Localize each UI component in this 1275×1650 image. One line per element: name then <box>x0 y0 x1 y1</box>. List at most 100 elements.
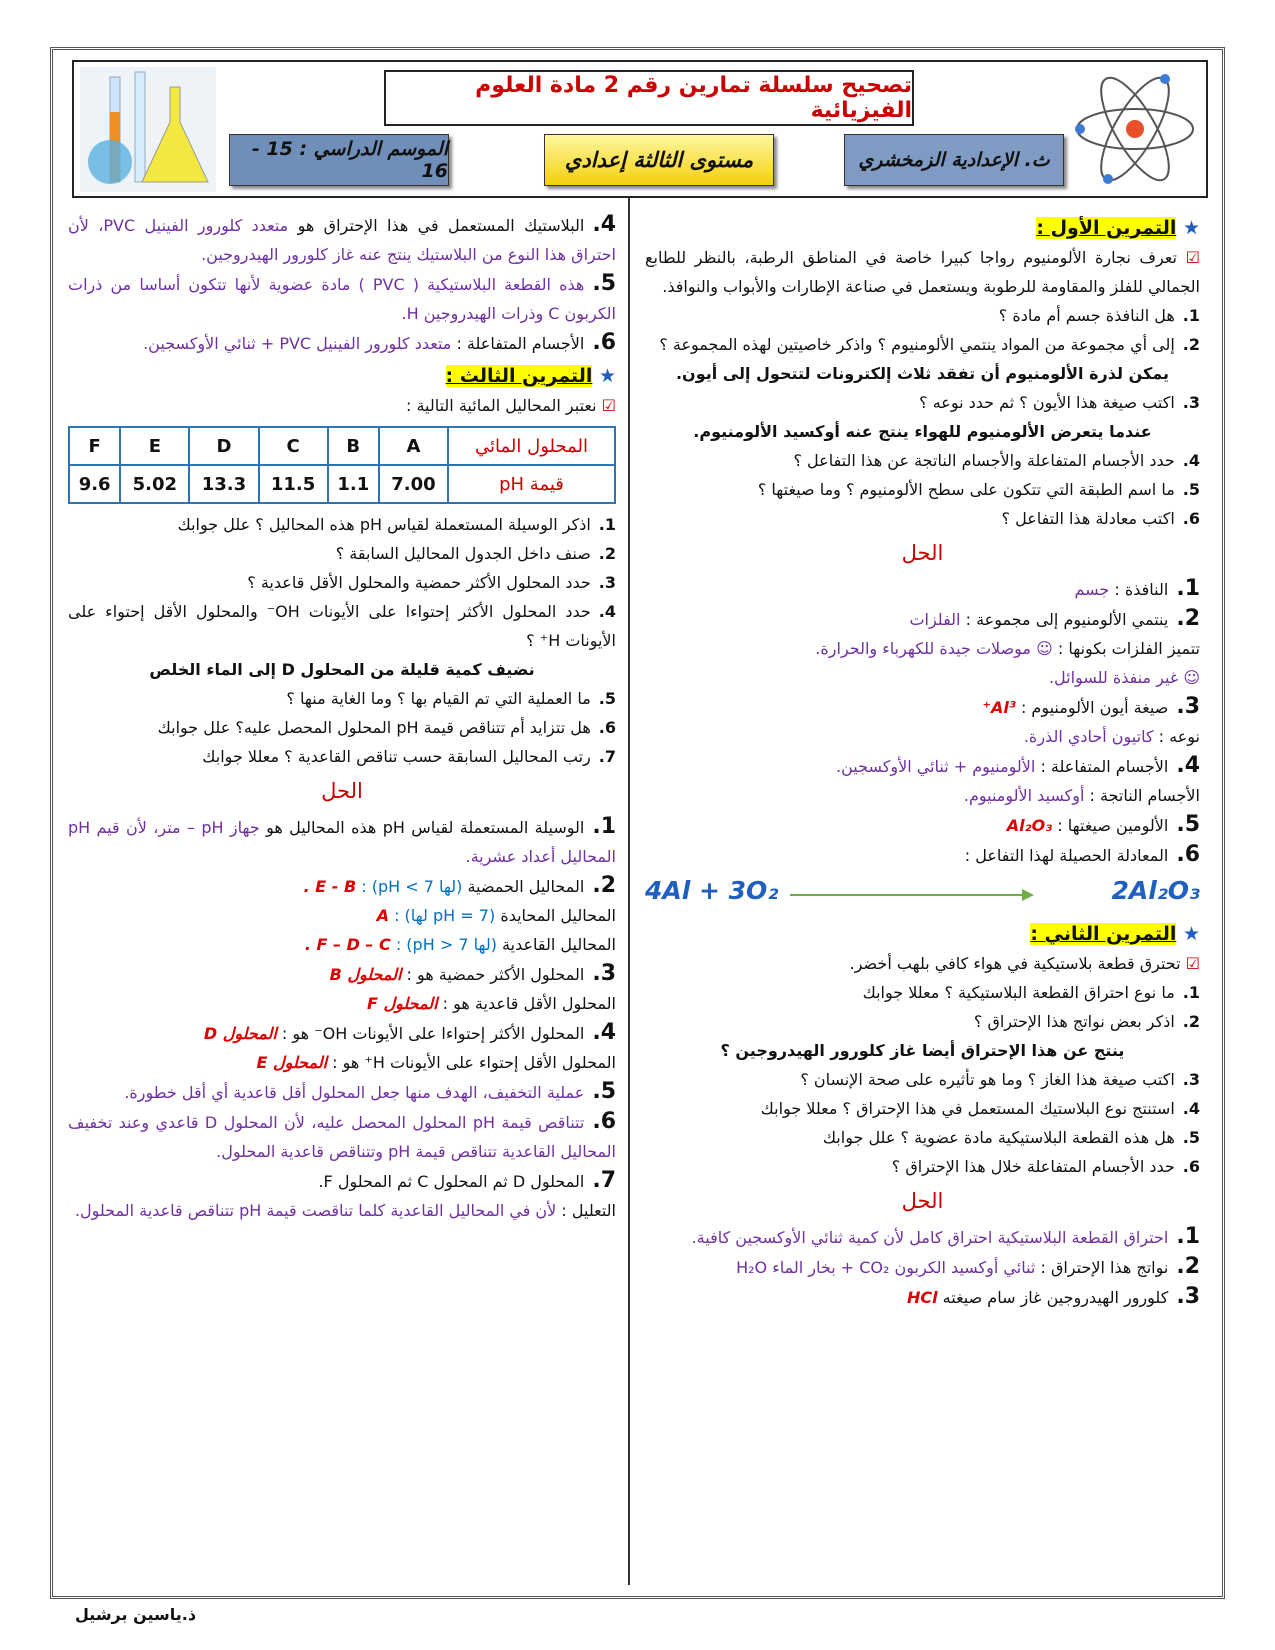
question: 6. هل تتزايد أم تتناقص قيمة pH المحلول ال… <box>68 713 616 742</box>
item-number: 5. <box>1182 480 1200 499</box>
reactants: 4Al + 3O₂ <box>645 876 779 905</box>
table-value-row: قيمة pH 7.00 1.1 11.5 13.3 5.02 9.6 <box>68 464 616 504</box>
answer: أوكسيد الألومنيوم. <box>963 786 1085 805</box>
note: عندما يتعرض الألومنيوم للهواء ينتج عنه أ… <box>693 422 1152 441</box>
item-number: 2. <box>1176 1254 1200 1279</box>
answer-line: 4.البلاستيك المستعمل في هذا الإحتراق هو … <box>68 210 616 269</box>
question: 2. إلى أي مجموعة من المواد ينتمي الألومني… <box>645 330 1200 359</box>
item-number: 5. <box>592 1079 616 1104</box>
intro: نعتبر المحاليل المائية التالية : <box>68 391 616 420</box>
answer-line: 5. الألومين صيغتها : Al₂O₃ <box>645 810 1200 840</box>
item-text: ما العملية التي تم القيام بها ؟ وما الغا… <box>286 689 591 708</box>
item-text: اكتب صيغة هذا الأيون ؟ ثم حدد نوعه ؟ <box>919 393 1175 412</box>
item-number: 2. <box>598 544 616 563</box>
item-text: حدد المحلول الأكثر إحتواءا على الأيونات … <box>68 602 616 650</box>
note: ينتج عن هذا الإحتراق أيضا غاز كلورور اله… <box>720 1041 1125 1060</box>
item-number: 7. <box>598 747 616 766</box>
formula: المحلول B <box>329 965 402 984</box>
school-name: ث. الإعدادية الزمخشري <box>844 134 1064 186</box>
answer-line: 5. عملية التخفيف، الهدف منها جعل المحلول … <box>68 1077 616 1107</box>
class-level: مستوى الثالثة إعدادي <box>544 134 774 186</box>
answer-line: المحاليل المحايدة (pH = 7 لها) : A <box>68 901 616 930</box>
ph-value: 5.02 <box>119 464 191 504</box>
intro: تحترق قطعة بلاستيكية في هواء كافي بلهب أ… <box>645 949 1200 978</box>
item-text: ما نوع احتراق القطعة البلاستيكية ؟ معللا… <box>862 983 1175 1002</box>
answer-line: نوعه : كاتيون أحادي الذرة. <box>645 722 1200 751</box>
question: 1. هل النافذة جسم أم مادة ؟ <box>645 301 1200 330</box>
item-number: 5. <box>1182 1128 1200 1147</box>
answer-line: التعليل : لأن في المحاليل القاعدية كلما … <box>68 1196 616 1225</box>
answer: جهاز pH – متر، لأن قيم pH المحاليل أعداد… <box>68 818 616 866</box>
answer-line: 1. الوسيلة المستعملة لقياس pH هذه المحالي… <box>68 812 616 871</box>
item-text: إلى أي مجموعة من المواد ينتمي الألومنيوم… <box>659 335 1175 354</box>
item-number: 3. <box>598 573 616 592</box>
answer: ☺ غير منفذة للسوائل. <box>1048 668 1200 687</box>
solution-title: الحل <box>901 541 944 565</box>
answer-line: 6. الأجسام المتفاعلة : متعدد كلورور الفين… <box>68 328 616 358</box>
item-number: 7. <box>592 1168 616 1193</box>
item-number: 1. <box>1182 306 1200 325</box>
solution-name: C <box>257 426 329 466</box>
column-divider <box>628 198 630 1585</box>
item-text: هل تتزايد أم تتناقص قيمة pH المحلول المح… <box>157 718 591 737</box>
answer-line: المحاليل القاعدية (لها pH > 7) : F – D –… <box>68 930 616 959</box>
item-number: 4. <box>592 1020 616 1045</box>
item-number: 4. <box>598 602 616 621</box>
item-text: صيغة أيون الألومنيوم : <box>1020 698 1169 717</box>
question: 6. حدد الأجسام المتفاعلة خلال هذا الإحترا… <box>645 1152 1200 1181</box>
ph-table: المحلول المائي A B C D E F قيمة pH 7.00 1.1 11.5 13… <box>68 426 616 504</box>
item-number: 4. <box>1182 451 1200 470</box>
ph-value: 9.6 <box>68 464 122 504</box>
item-number: 3. <box>1176 1284 1200 1309</box>
item-number: 2. <box>1176 606 1200 631</box>
answer: لأن في المحاليل القاعدية كلما تناقصت قيم… <box>74 1201 557 1220</box>
answer-line: 3. كلورور الهيدروجين غاز سام صيغته HCl <box>645 1282 1200 1312</box>
formula: E - B . <box>303 877 357 896</box>
item-text: الأجسام الناتجة : <box>1089 786 1200 805</box>
item-text: نواتج هذا الإحتراق : <box>1040 1258 1169 1277</box>
answer: ☺ موصلات جيدة للكهرباء والحرارة. <box>815 639 1053 658</box>
item-number: 2. <box>592 873 616 898</box>
school-year: الموسم الدراسي : 15 - 16 <box>229 134 449 186</box>
condition: (لها pH < 7) : <box>361 877 463 896</box>
heading-text: التمرين الأول : <box>1036 217 1177 239</box>
question: 5. هل هذه القطعة البلاستيكية مادة عضوية ؟… <box>645 1123 1200 1152</box>
item-text: المحلول الأقل إحتواء على الأيونات H⁺ هو … <box>332 1053 616 1072</box>
question: 2. اذكر بعض نواتج هذا الإحتراق ؟ <box>645 1007 1200 1036</box>
equation: 4Al + 3O₂ 2Al₂O₃ <box>645 870 1200 916</box>
answer-line: تتميز الفلزات بكونها : ☺ موصلات جيدة للك… <box>645 634 1200 663</box>
item-number: 3. <box>1176 694 1200 719</box>
item-number: 5. <box>598 689 616 708</box>
header: تصحيح سلسلة تمارين رقم 2 مادة العلوم الف… <box>72 60 1208 198</box>
item-number: 2. <box>1182 1012 1200 1031</box>
item-text: المحلول D ثم المحلول C ثم المحلول F. <box>318 1172 585 1191</box>
answer: الفلزات <box>909 610 961 629</box>
formula: Al³⁺ <box>982 698 1016 717</box>
solution-name: E <box>119 426 191 466</box>
answer: الألومنيوم + ثنائي الأوكسجين. <box>836 757 1036 776</box>
question: 4.حدد المحلول الأكثر إحتواءا على الأيونا… <box>68 597 616 655</box>
reaction-arrow <box>790 889 1034 901</box>
item-text: هل النافذة جسم أم مادة ؟ <box>998 306 1175 325</box>
item-text: الأجسام المتفاعلة : <box>456 334 585 353</box>
answer: متعدد كلورور الفينيل PVC + ثنائي الأوكسج… <box>143 334 452 353</box>
item-number: 3. <box>1182 393 1200 412</box>
item-text: هل هذه القطعة البلاستيكية مادة عضوية ؟ ع… <box>822 1128 1175 1147</box>
answer-line: 4. المحلول الأكثر إحتواءا على الأيونات OH… <box>68 1018 616 1048</box>
answer: كاتيون أحادي الذرة. <box>1023 727 1154 746</box>
item-number: 4. <box>1182 1099 1200 1118</box>
item-text: الوسيلة المستعملة لقياس pH هذه المحاليل … <box>266 818 585 837</box>
item-text: رتب المحاليل السابقة حسب تناقص القاعدية … <box>202 747 591 766</box>
answer-line: 2. نواتج هذا الإحتراق : ثنائي أوكسيد الكر… <box>645 1252 1200 1282</box>
condition: (لها pH > 7) : <box>395 935 497 954</box>
question: 3. حدد المحلول الأكثر حمضية والمحلول الأق… <box>68 568 616 597</box>
note: نضيف كمية قليلة من المحلول D إلى الماء ا… <box>149 660 535 679</box>
exercise-heading: التمرين الثالث : <box>68 362 616 391</box>
answer-line: 6. المعادلة الحصيلة لهذا التفاعل : <box>645 840 1200 870</box>
item-number: 1. <box>1176 1224 1200 1249</box>
formula: Al₂O₃ <box>1006 816 1053 835</box>
item-number: 5. <box>1176 812 1200 837</box>
item-number: 4. <box>1176 753 1200 778</box>
item-text: اذكر بعض نواتج هذا الإحتراق ؟ <box>973 1012 1175 1031</box>
